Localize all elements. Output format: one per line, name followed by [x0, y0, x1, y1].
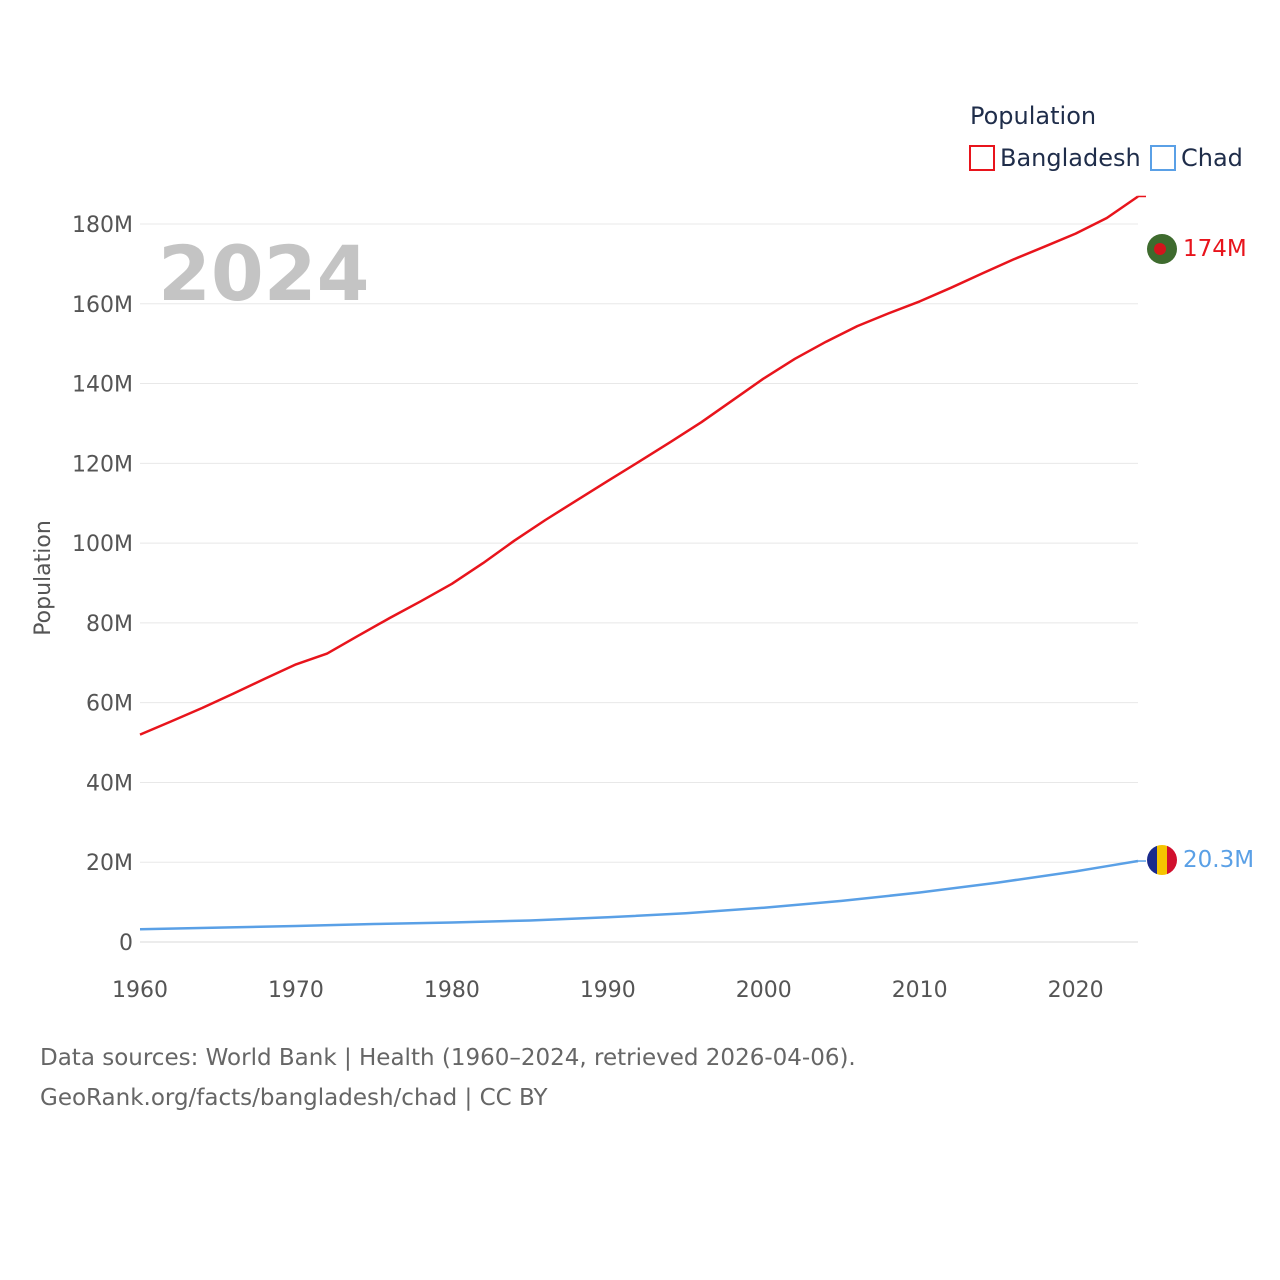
legend-label-bangladesh[interactable]: Bangladesh: [1000, 144, 1141, 172]
y-tick-label: 0: [119, 931, 133, 956]
bangladesh-end-label: 174M: [1183, 236, 1247, 262]
y-tick-label: 140M: [72, 373, 133, 398]
x-tick-label: 2020: [1048, 978, 1104, 1003]
source-line-1: Data sources: World Bank | Health (1960–…: [40, 1045, 856, 1071]
y-tick-label: 100M: [72, 532, 133, 557]
legend-label-chad[interactable]: Chad: [1181, 144, 1243, 172]
x-tick-label: 1960: [112, 978, 168, 1003]
source-line-2[interactable]: GeoRank.org/facts/bangladesh/chad | CC B…: [40, 1085, 548, 1111]
x-tick-label: 2000: [736, 978, 792, 1003]
bangladesh-flag-icon: [1147, 234, 1177, 264]
chad-end-label: 20.3M: [1183, 847, 1254, 873]
series-line-bangladesh[interactable]: [139, 195, 1139, 736]
y-tick-label: 120M: [72, 452, 133, 477]
chad-flag-icon: [1147, 845, 1177, 875]
x-tick-label: 2010: [892, 978, 948, 1003]
legend-title: Population: [970, 102, 1096, 130]
legend: Population Bangladesh Chad: [969, 102, 1243, 172]
legend-swatch-chad[interactable]: [1150, 145, 1176, 171]
x-axis-ticks: 1960 1970 1980 1990 2000 2010 2020: [112, 978, 1104, 1003]
x-tick-label: 1970: [268, 978, 324, 1003]
y-tick-label: 20M: [86, 851, 133, 876]
y-tick-label: 160M: [72, 293, 133, 318]
x-tick-label: 1980: [424, 978, 480, 1003]
x-tick-label: 1990: [580, 978, 636, 1003]
y-tick-label: 60M: [86, 692, 133, 717]
y-axis-ticks: 0 20M 40M 60M 80M 100M 120M 140M 160M 180M: [72, 213, 133, 956]
series-layer: [139, 195, 1146, 931]
y-tick-label: 80M: [86, 612, 133, 637]
y-axis-label: Population: [31, 520, 56, 636]
year-label: 2024: [158, 229, 370, 318]
y-tick-label: 40M: [86, 771, 133, 796]
grid-layer: [140, 223, 1138, 943]
y-tick-label: 180M: [72, 213, 133, 238]
series-line-chad[interactable]: [139, 859, 1139, 931]
legend-swatch-bangladesh[interactable]: [969, 145, 995, 171]
